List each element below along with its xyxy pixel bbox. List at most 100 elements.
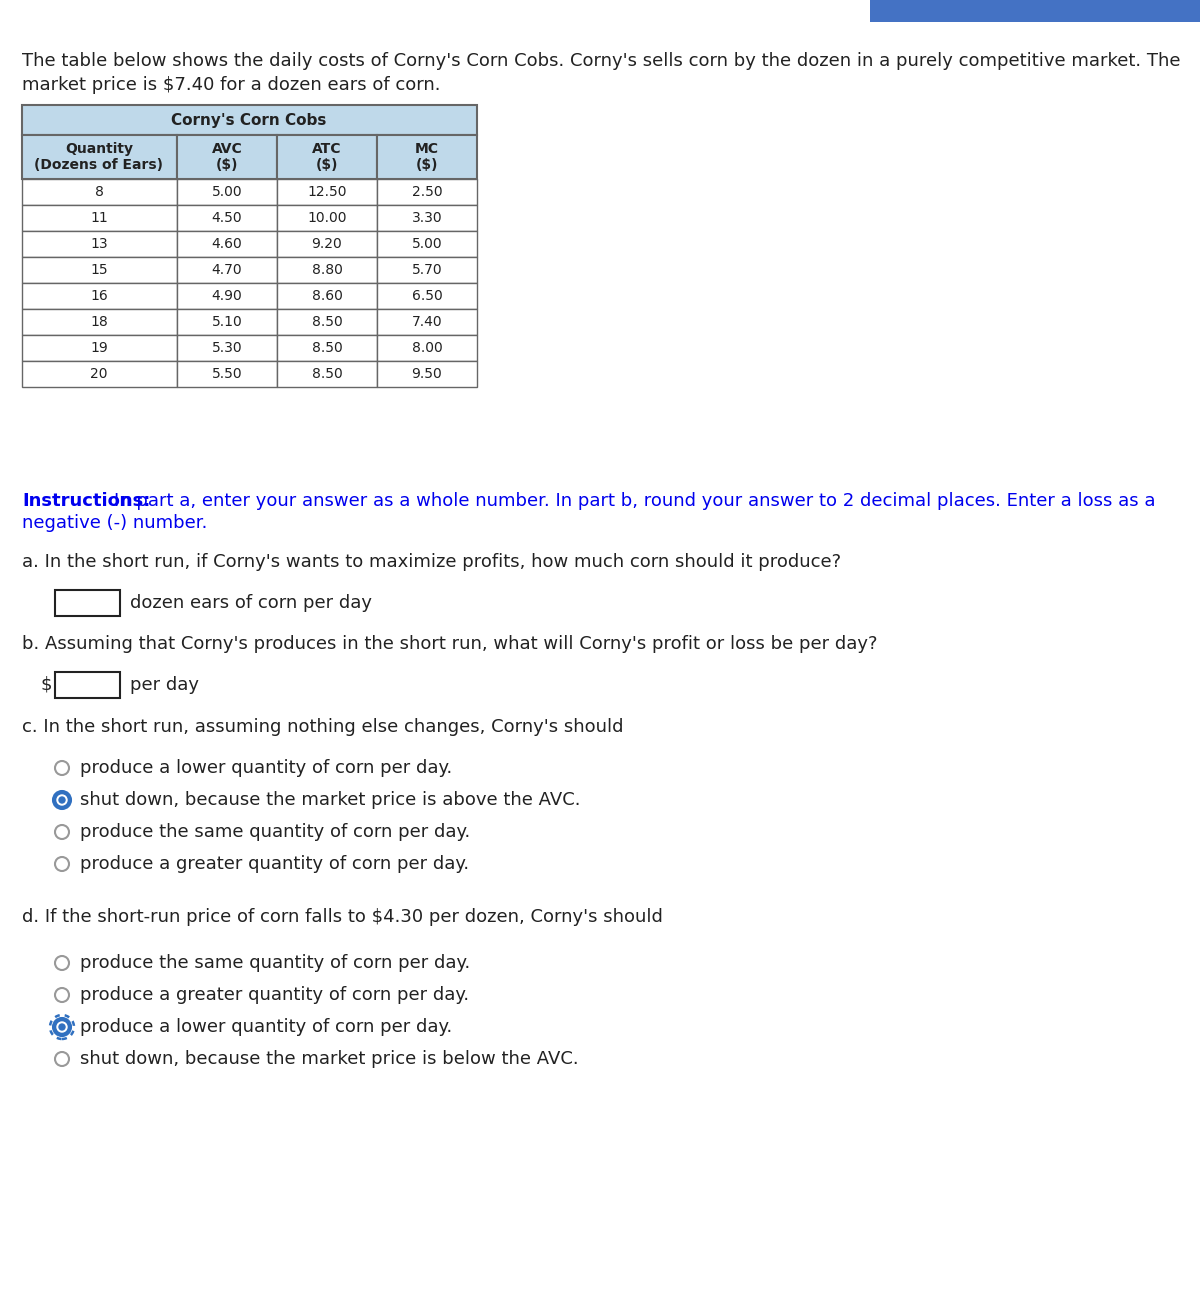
Circle shape [58, 1022, 67, 1031]
FancyBboxPatch shape [870, 0, 1200, 22]
Text: 5.70: 5.70 [412, 263, 443, 276]
Text: 16: 16 [90, 289, 108, 303]
FancyBboxPatch shape [22, 106, 478, 136]
FancyBboxPatch shape [277, 309, 377, 335]
Text: (Dozens of Ears): (Dozens of Ears) [35, 158, 163, 172]
Circle shape [55, 825, 70, 838]
Text: 4.60: 4.60 [211, 237, 242, 250]
Text: d. If the short-run price of corn falls to $4.30 per dozen, Corny's should: d. If the short-run price of corn falls … [22, 908, 662, 926]
Text: 11: 11 [90, 211, 108, 226]
Text: 5.00: 5.00 [211, 185, 242, 200]
FancyBboxPatch shape [277, 136, 377, 179]
Text: market price is $7.40 for a dozen ears of corn.: market price is $7.40 for a dozen ears o… [22, 76, 440, 94]
Text: produce a greater quantity of corn per day.: produce a greater quantity of corn per d… [80, 855, 469, 872]
FancyBboxPatch shape [178, 179, 277, 205]
Text: produce the same quantity of corn per day.: produce the same quantity of corn per da… [80, 823, 470, 841]
FancyBboxPatch shape [377, 231, 478, 257]
Text: 8.00: 8.00 [412, 342, 443, 355]
FancyBboxPatch shape [22, 283, 178, 309]
Circle shape [55, 1052, 70, 1065]
FancyBboxPatch shape [277, 335, 377, 361]
Circle shape [55, 956, 70, 970]
FancyBboxPatch shape [55, 672, 120, 698]
Circle shape [55, 857, 70, 871]
Text: a. In the short run, if Corny's wants to maximize profits, how much corn should : a. In the short run, if Corny's wants to… [22, 553, 841, 571]
Text: 20: 20 [90, 366, 108, 381]
Text: In part a, enter your answer as a whole number. In part b, round your answer to : In part a, enter your answer as a whole … [114, 492, 1156, 510]
FancyBboxPatch shape [277, 205, 377, 231]
FancyBboxPatch shape [55, 589, 120, 615]
Text: AVC: AVC [211, 142, 242, 156]
Text: shut down, because the market price is below the AVC.: shut down, because the market price is b… [80, 1050, 578, 1068]
Text: negative (-) number.: negative (-) number. [22, 514, 208, 532]
FancyBboxPatch shape [178, 136, 277, 179]
Text: ATC: ATC [312, 142, 342, 156]
FancyBboxPatch shape [178, 361, 277, 387]
Text: 5.30: 5.30 [211, 342, 242, 355]
Circle shape [59, 1024, 65, 1030]
Text: produce a lower quantity of corn per day.: produce a lower quantity of corn per day… [80, 759, 452, 777]
FancyBboxPatch shape [22, 205, 178, 231]
Circle shape [59, 797, 65, 803]
Text: ($): ($) [415, 158, 438, 172]
Text: b. Assuming that Corny's produces in the short run, what will Corny's profit or : b. Assuming that Corny's produces in the… [22, 635, 877, 653]
Text: 3.30: 3.30 [412, 211, 443, 226]
Text: 8.50: 8.50 [312, 316, 342, 329]
FancyBboxPatch shape [22, 335, 178, 361]
Text: 19: 19 [90, 342, 108, 355]
Text: per day: per day [130, 675, 199, 694]
FancyBboxPatch shape [22, 179, 178, 205]
Text: 5.10: 5.10 [211, 316, 242, 329]
Circle shape [55, 988, 70, 1001]
Circle shape [55, 762, 70, 775]
Text: Instructions:: Instructions: [22, 492, 150, 510]
FancyBboxPatch shape [178, 257, 277, 283]
Text: shut down, because the market price is above the AVC.: shut down, because the market price is a… [80, 792, 581, 808]
Text: Quantity: Quantity [65, 142, 133, 156]
Text: produce a greater quantity of corn per day.: produce a greater quantity of corn per d… [80, 986, 469, 1004]
FancyBboxPatch shape [178, 335, 277, 361]
FancyBboxPatch shape [277, 179, 377, 205]
Text: $: $ [40, 675, 52, 694]
Text: 4.70: 4.70 [211, 263, 242, 276]
FancyBboxPatch shape [377, 136, 478, 179]
FancyBboxPatch shape [377, 309, 478, 335]
FancyBboxPatch shape [377, 335, 478, 361]
FancyBboxPatch shape [377, 179, 478, 205]
Text: 10.00: 10.00 [307, 211, 347, 226]
FancyBboxPatch shape [377, 205, 478, 231]
Text: The table below shows the daily costs of Corny's Corn Cobs. Corny's sells corn b: The table below shows the daily costs of… [22, 52, 1181, 70]
Text: 5.50: 5.50 [211, 366, 242, 381]
FancyBboxPatch shape [277, 257, 377, 283]
FancyBboxPatch shape [178, 205, 277, 231]
Text: 2.50: 2.50 [412, 185, 443, 200]
FancyBboxPatch shape [178, 231, 277, 257]
Text: Corny's Corn Cobs: Corny's Corn Cobs [172, 112, 326, 128]
Text: 12.50: 12.50 [307, 185, 347, 200]
Text: 13: 13 [90, 237, 108, 250]
FancyBboxPatch shape [377, 361, 478, 387]
Text: c. In the short run, assuming nothing else changes, Corny's should: c. In the short run, assuming nothing el… [22, 719, 624, 735]
Text: 8.50: 8.50 [312, 342, 342, 355]
FancyBboxPatch shape [22, 257, 178, 283]
Text: 15: 15 [90, 263, 108, 276]
Text: 4.90: 4.90 [211, 289, 242, 303]
FancyBboxPatch shape [277, 231, 377, 257]
Text: 5.00: 5.00 [412, 237, 443, 250]
Text: 8.50: 8.50 [312, 366, 342, 381]
FancyBboxPatch shape [377, 283, 478, 309]
Text: 8: 8 [95, 185, 103, 200]
FancyBboxPatch shape [178, 283, 277, 309]
Circle shape [58, 795, 67, 805]
FancyBboxPatch shape [277, 361, 377, 387]
Text: 8.80: 8.80 [312, 263, 342, 276]
Text: ($): ($) [316, 158, 338, 172]
Text: produce the same quantity of corn per day.: produce the same quantity of corn per da… [80, 955, 470, 971]
FancyBboxPatch shape [377, 257, 478, 283]
Circle shape [53, 1018, 71, 1035]
Text: 4.50: 4.50 [211, 211, 242, 226]
Text: 6.50: 6.50 [412, 289, 443, 303]
Text: 9.50: 9.50 [412, 366, 443, 381]
Text: ($): ($) [216, 158, 239, 172]
Text: 7.40: 7.40 [412, 316, 443, 329]
